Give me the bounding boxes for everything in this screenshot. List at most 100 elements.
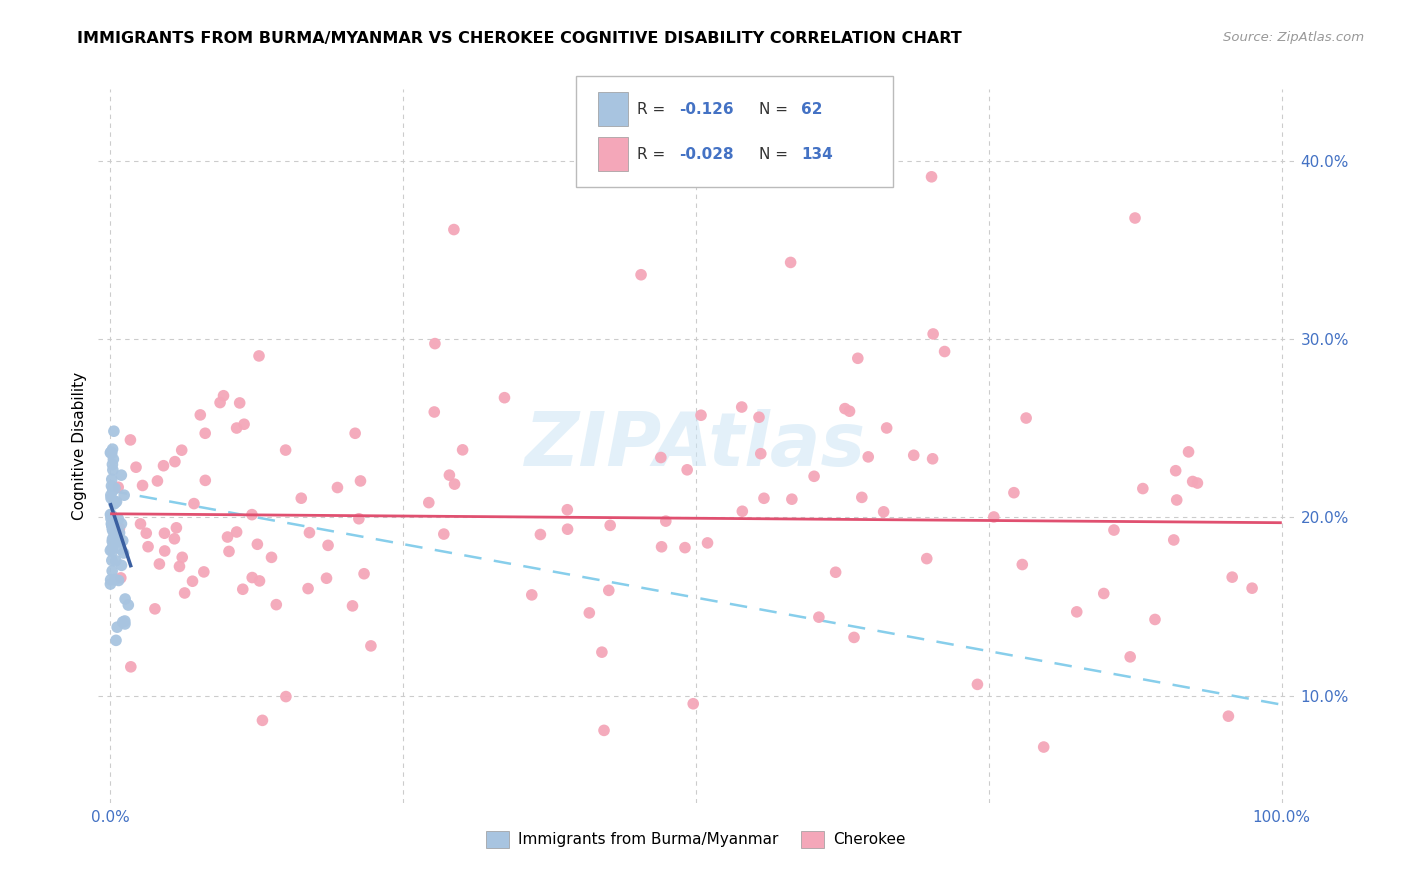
Point bbox=[903, 448, 925, 462]
Text: ZIPAtlas: ZIPAtlas bbox=[526, 409, 866, 483]
Point bbox=[148, 557, 170, 571]
Point bbox=[188, 408, 211, 422]
Point bbox=[101, 524, 124, 538]
Point bbox=[100, 508, 122, 523]
Point bbox=[247, 349, 270, 363]
Point bbox=[136, 540, 159, 554]
Point bbox=[104, 481, 127, 495]
Point bbox=[690, 409, 713, 423]
Point bbox=[100, 508, 122, 522]
Point bbox=[100, 516, 122, 531]
Point bbox=[209, 395, 232, 409]
Point bbox=[664, 166, 686, 180]
Point bbox=[593, 723, 616, 738]
Point bbox=[225, 421, 247, 435]
Point bbox=[260, 550, 283, 565]
Point bbox=[344, 426, 367, 441]
Point bbox=[110, 571, 132, 585]
Point bbox=[824, 566, 846, 580]
Point bbox=[1163, 533, 1185, 547]
Point bbox=[169, 559, 191, 574]
Point bbox=[104, 530, 127, 544]
Point bbox=[103, 529, 125, 543]
Point bbox=[163, 532, 186, 546]
Point bbox=[749, 447, 772, 461]
Point bbox=[100, 472, 122, 486]
Point bbox=[983, 510, 1005, 524]
Point bbox=[212, 389, 235, 403]
Text: R =: R = bbox=[637, 102, 671, 117]
Point bbox=[101, 553, 124, 567]
Text: N =: N = bbox=[759, 102, 793, 117]
Point bbox=[104, 573, 127, 587]
Point bbox=[876, 421, 898, 435]
Point bbox=[1015, 411, 1038, 425]
Point bbox=[1011, 558, 1033, 572]
Point bbox=[598, 583, 620, 598]
Point bbox=[193, 565, 215, 579]
Point bbox=[100, 518, 122, 533]
Point bbox=[163, 455, 186, 469]
Point bbox=[1143, 612, 1166, 626]
Point bbox=[842, 631, 865, 645]
Point bbox=[107, 574, 129, 588]
Point bbox=[101, 519, 124, 533]
Point bbox=[165, 521, 187, 535]
Point bbox=[120, 660, 142, 674]
Point bbox=[110, 541, 132, 556]
Point bbox=[108, 521, 131, 535]
Point bbox=[922, 326, 945, 341]
Point bbox=[100, 488, 122, 502]
Point bbox=[103, 452, 125, 467]
Point bbox=[779, 255, 801, 269]
Point bbox=[578, 606, 600, 620]
Point bbox=[851, 491, 873, 505]
Point bbox=[290, 491, 312, 506]
Point bbox=[105, 620, 128, 634]
Text: Source: ZipAtlas.com: Source: ZipAtlas.com bbox=[1223, 31, 1364, 45]
Point bbox=[105, 633, 128, 648]
Point bbox=[172, 550, 194, 565]
Point bbox=[153, 544, 176, 558]
Point bbox=[780, 492, 803, 507]
Point bbox=[1181, 475, 1204, 489]
Point bbox=[194, 426, 217, 441]
Point bbox=[100, 573, 122, 587]
Point bbox=[112, 546, 135, 560]
Point bbox=[114, 617, 136, 632]
Point bbox=[100, 543, 122, 558]
Point bbox=[803, 469, 825, 483]
Point bbox=[249, 574, 271, 588]
Point bbox=[146, 474, 169, 488]
Point bbox=[117, 598, 139, 612]
Point bbox=[173, 586, 195, 600]
Point bbox=[1241, 581, 1264, 595]
Point bbox=[966, 677, 988, 691]
Point bbox=[129, 516, 152, 531]
Point bbox=[1092, 586, 1115, 600]
Point bbox=[183, 497, 205, 511]
Point bbox=[110, 558, 132, 573]
Point bbox=[100, 491, 122, 506]
Point bbox=[297, 582, 319, 596]
Point bbox=[114, 614, 136, 628]
Point bbox=[347, 512, 370, 526]
Point bbox=[807, 610, 830, 624]
Y-axis label: Cognitive Disability: Cognitive Disability bbox=[72, 372, 87, 520]
Point bbox=[108, 525, 131, 540]
Point bbox=[100, 511, 122, 525]
Point bbox=[143, 602, 166, 616]
Point bbox=[101, 463, 124, 477]
Point bbox=[423, 336, 446, 351]
Point bbox=[103, 497, 125, 511]
Point bbox=[274, 690, 297, 704]
Point bbox=[252, 714, 274, 728]
Point bbox=[228, 396, 250, 410]
Point bbox=[315, 571, 337, 585]
Point bbox=[111, 615, 134, 629]
Point bbox=[135, 526, 157, 541]
Point bbox=[342, 599, 364, 613]
Point bbox=[696, 536, 718, 550]
Point bbox=[100, 479, 122, 493]
Point bbox=[103, 424, 125, 438]
